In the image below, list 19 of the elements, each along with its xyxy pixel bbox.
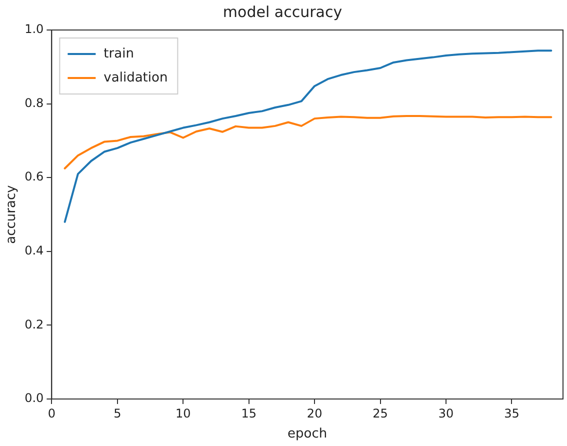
y-tick-label: 0.2 [24,317,44,332]
x-tick-label: 0 [48,406,56,420]
chart-title: model accuracy [222,2,342,21]
x-tick-label: 35 [504,406,520,420]
legend-label: validation [104,70,168,86]
x-tick-label: 20 [306,406,322,420]
x-axis-title: epoch [288,426,328,442]
x-tick-label: 15 [241,406,256,420]
y-axis-title: accuracy [4,184,20,244]
x-tick-label: 25 [372,406,388,420]
y-tick-label: 0.0 [24,391,44,406]
x-tick-label: 10 [175,406,191,420]
x-tick-label: 30 [438,406,454,420]
y-tick-label: 0.4 [24,244,44,258]
legend-label: train [104,46,134,62]
y-tick-label: 1.0 [24,22,44,36]
x-tick-label: 5 [114,406,122,420]
y-tick-label: 0.6 [24,170,44,184]
y-tick-label: 0.8 [24,96,44,110]
